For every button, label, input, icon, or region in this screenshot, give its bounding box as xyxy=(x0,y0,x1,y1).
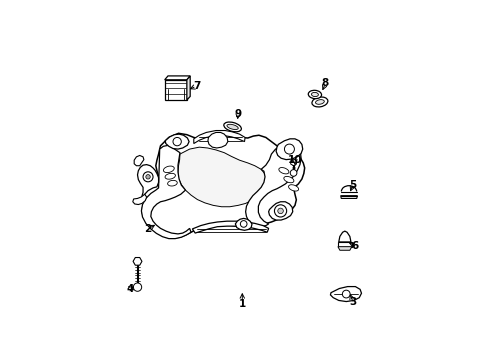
Polygon shape xyxy=(133,194,146,204)
Polygon shape xyxy=(337,247,351,250)
Polygon shape xyxy=(165,134,189,149)
Text: 10: 10 xyxy=(287,155,302,165)
Circle shape xyxy=(284,144,294,154)
Ellipse shape xyxy=(311,93,318,96)
Polygon shape xyxy=(340,195,357,198)
Polygon shape xyxy=(276,139,302,159)
Circle shape xyxy=(342,290,349,298)
Ellipse shape xyxy=(224,122,241,132)
Ellipse shape xyxy=(311,97,327,107)
Polygon shape xyxy=(193,131,244,144)
Text: 8: 8 xyxy=(321,78,328,89)
Text: 5: 5 xyxy=(349,180,356,190)
Circle shape xyxy=(277,208,283,214)
Circle shape xyxy=(173,138,181,146)
Text: 7: 7 xyxy=(192,81,200,91)
Polygon shape xyxy=(268,202,292,220)
Ellipse shape xyxy=(226,124,238,130)
Polygon shape xyxy=(141,145,191,239)
Text: 4: 4 xyxy=(126,284,133,293)
Polygon shape xyxy=(186,76,190,100)
Ellipse shape xyxy=(315,100,324,104)
Circle shape xyxy=(290,170,296,176)
Ellipse shape xyxy=(307,90,321,99)
Ellipse shape xyxy=(163,166,174,172)
Polygon shape xyxy=(137,165,158,198)
Polygon shape xyxy=(192,221,268,233)
Circle shape xyxy=(143,172,153,182)
Polygon shape xyxy=(330,287,361,302)
Ellipse shape xyxy=(283,176,293,183)
Polygon shape xyxy=(245,144,301,227)
Polygon shape xyxy=(133,257,142,265)
Polygon shape xyxy=(178,147,266,207)
Text: 3: 3 xyxy=(349,297,356,307)
Circle shape xyxy=(145,175,150,179)
Ellipse shape xyxy=(288,185,298,191)
Circle shape xyxy=(133,283,142,291)
Ellipse shape xyxy=(167,180,177,186)
Polygon shape xyxy=(337,242,351,247)
Polygon shape xyxy=(164,80,186,100)
Polygon shape xyxy=(235,219,251,230)
Polygon shape xyxy=(338,231,350,242)
Polygon shape xyxy=(290,159,296,166)
Ellipse shape xyxy=(165,173,175,179)
Polygon shape xyxy=(164,76,190,80)
Circle shape xyxy=(274,205,286,217)
Polygon shape xyxy=(134,156,143,166)
Text: 9: 9 xyxy=(234,109,241,119)
Ellipse shape xyxy=(278,167,288,174)
Text: 2: 2 xyxy=(144,224,151,234)
Circle shape xyxy=(240,221,246,227)
Polygon shape xyxy=(142,132,304,238)
Text: 1: 1 xyxy=(238,299,245,309)
Text: 6: 6 xyxy=(350,240,357,251)
Polygon shape xyxy=(207,132,227,148)
